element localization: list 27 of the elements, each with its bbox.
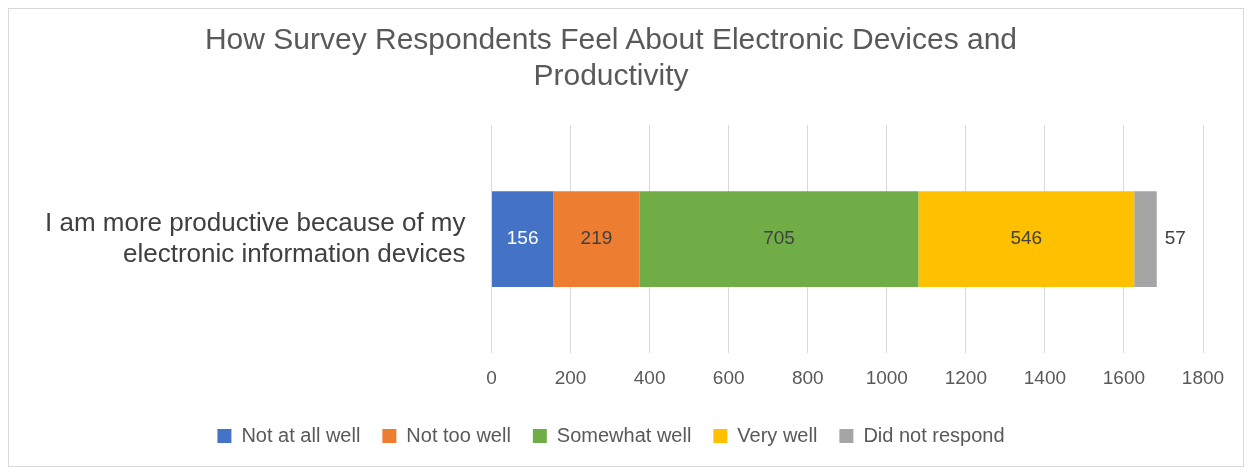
legend-label: Somewhat well	[556, 423, 692, 446]
x-tick-label: 1600	[1102, 366, 1146, 388]
x-tick-label: 1400	[1023, 366, 1067, 388]
data-label: 546	[1010, 227, 1043, 249]
x-tick-label: 200	[554, 366, 587, 388]
x-tick-label: 1800	[1181, 366, 1225, 388]
x-tick-label: 400	[633, 366, 666, 388]
legend-label: Not too well	[406, 423, 511, 446]
data-label: 156	[506, 227, 539, 249]
x-tick-label: 0	[486, 366, 497, 388]
bar	[1134, 191, 1157, 288]
bar	[492, 191, 554, 288]
data-label: 219	[580, 227, 613, 249]
x-tick-label: 800	[791, 366, 824, 388]
x-tick-label: 1200	[944, 366, 987, 388]
data-label: 705	[763, 227, 795, 249]
y-tick-label: I am more productive because of my electronic information devices	[44, 206, 466, 268]
x-tick-label: 600	[712, 366, 745, 388]
chart-title: How Survey Respondents Feel About Electronic Devices and Productivity	[204, 22, 1018, 92]
legend-label: Did not respond	[863, 423, 1005, 446]
bar	[639, 191, 919, 288]
x-tick-label: 1000	[865, 366, 908, 388]
legend-label: Not at all well	[241, 423, 361, 446]
bar	[918, 191, 1135, 288]
bar	[553, 191, 640, 288]
legend-label: Very well	[737, 423, 818, 446]
data-label: 57	[1164, 227, 1186, 249]
